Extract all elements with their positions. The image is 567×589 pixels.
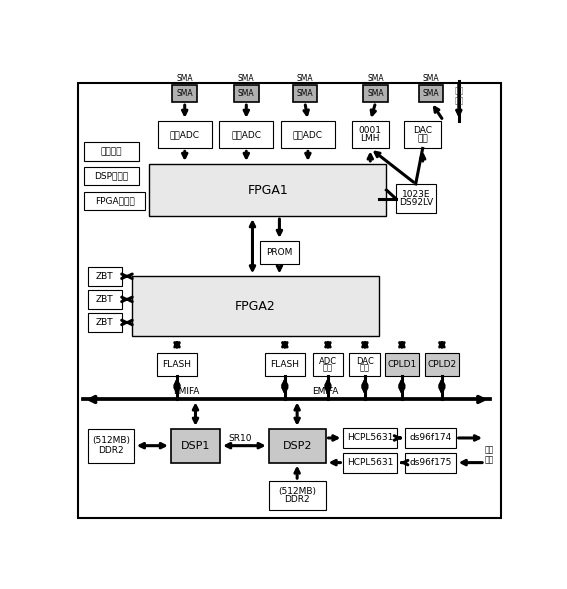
- Text: ZBT: ZBT: [96, 272, 113, 281]
- Text: FPGA调试口: FPGA调试口: [95, 196, 134, 206]
- Bar: [219, 121, 273, 148]
- Text: FPGA1: FPGA1: [248, 184, 288, 197]
- Bar: [149, 164, 387, 216]
- Text: HCPL5631: HCPL5631: [347, 434, 393, 442]
- Text: 低速: 低速: [323, 363, 333, 373]
- Text: SMA: SMA: [297, 74, 313, 83]
- Text: 0001: 0001: [359, 126, 382, 135]
- Text: DDR2: DDR2: [284, 495, 310, 504]
- Text: ZBT: ZBT: [96, 318, 113, 327]
- Text: 高速: 高速: [417, 134, 428, 143]
- Bar: [158, 121, 211, 148]
- Text: SMA: SMA: [238, 74, 255, 83]
- Text: DAC: DAC: [356, 357, 374, 366]
- Bar: [419, 85, 443, 102]
- Text: SR10: SR10: [229, 434, 252, 444]
- Text: 电源模块: 电源模块: [101, 147, 122, 156]
- Text: PROM: PROM: [266, 248, 293, 257]
- Bar: [132, 276, 379, 336]
- Text: ds96f175: ds96f175: [409, 458, 451, 467]
- Text: SMA: SMA: [423, 74, 439, 83]
- Text: DSP1: DSP1: [181, 441, 210, 451]
- Bar: [260, 241, 299, 264]
- Text: HCPL5631: HCPL5631: [347, 458, 393, 467]
- Bar: [405, 428, 456, 448]
- Text: (512MB): (512MB): [278, 487, 316, 496]
- Bar: [425, 353, 459, 376]
- Text: (512MB): (512MB): [92, 436, 130, 445]
- Bar: [363, 85, 388, 102]
- Text: EMIFA: EMIFA: [312, 388, 338, 396]
- Text: 高速ADC: 高速ADC: [293, 130, 323, 139]
- Text: DS92LV: DS92LV: [399, 198, 433, 207]
- Bar: [293, 85, 317, 102]
- Text: SMA: SMA: [367, 74, 384, 83]
- Text: CPLD2: CPLD2: [428, 360, 456, 369]
- Bar: [171, 429, 220, 462]
- Bar: [405, 452, 456, 472]
- Text: 高速ADC: 高速ADC: [170, 130, 200, 139]
- Text: LMH: LMH: [361, 134, 380, 143]
- Text: 同步
串口: 同步 串口: [485, 445, 494, 465]
- Bar: [385, 353, 419, 376]
- Text: 数据
回放: 数据 回放: [454, 87, 463, 106]
- Bar: [349, 353, 380, 376]
- Bar: [84, 167, 139, 186]
- Bar: [88, 290, 121, 309]
- Text: 高速ADC: 高速ADC: [231, 130, 261, 139]
- Bar: [234, 85, 259, 102]
- Bar: [265, 353, 305, 376]
- Text: FPGA2: FPGA2: [235, 300, 276, 313]
- Text: FLASH: FLASH: [270, 360, 299, 369]
- Text: FLASH: FLASH: [163, 360, 192, 369]
- Bar: [344, 428, 397, 448]
- Bar: [84, 191, 146, 210]
- Text: ZBT: ZBT: [96, 295, 113, 304]
- Bar: [312, 353, 344, 376]
- Bar: [88, 429, 134, 462]
- Bar: [88, 313, 121, 332]
- Text: SMA: SMA: [176, 90, 193, 98]
- Text: DSP调试口: DSP调试口: [95, 171, 129, 181]
- Text: SMA: SMA: [297, 90, 313, 98]
- Text: ADC: ADC: [319, 357, 337, 366]
- Text: SMA: SMA: [238, 90, 255, 98]
- Text: EMIFA: EMIFA: [173, 388, 200, 396]
- Bar: [269, 481, 325, 510]
- Text: DDR2: DDR2: [98, 446, 124, 455]
- Bar: [396, 184, 435, 213]
- Bar: [269, 429, 325, 462]
- Bar: [157, 353, 197, 376]
- Bar: [84, 143, 139, 161]
- Text: 1023E: 1023E: [401, 190, 430, 199]
- Text: DAC: DAC: [413, 126, 432, 135]
- Text: SMA: SMA: [367, 90, 384, 98]
- Bar: [344, 452, 397, 472]
- Bar: [172, 85, 197, 102]
- Text: ds96f174: ds96f174: [409, 434, 451, 442]
- Bar: [404, 121, 441, 148]
- Text: SMA: SMA: [423, 90, 439, 98]
- Bar: [88, 267, 121, 286]
- Bar: [352, 121, 389, 148]
- Text: 低速: 低速: [360, 363, 370, 373]
- Bar: [281, 121, 335, 148]
- Text: SMA: SMA: [176, 74, 193, 83]
- Text: CPLD1: CPLD1: [387, 360, 417, 369]
- Text: DSP2: DSP2: [282, 441, 312, 451]
